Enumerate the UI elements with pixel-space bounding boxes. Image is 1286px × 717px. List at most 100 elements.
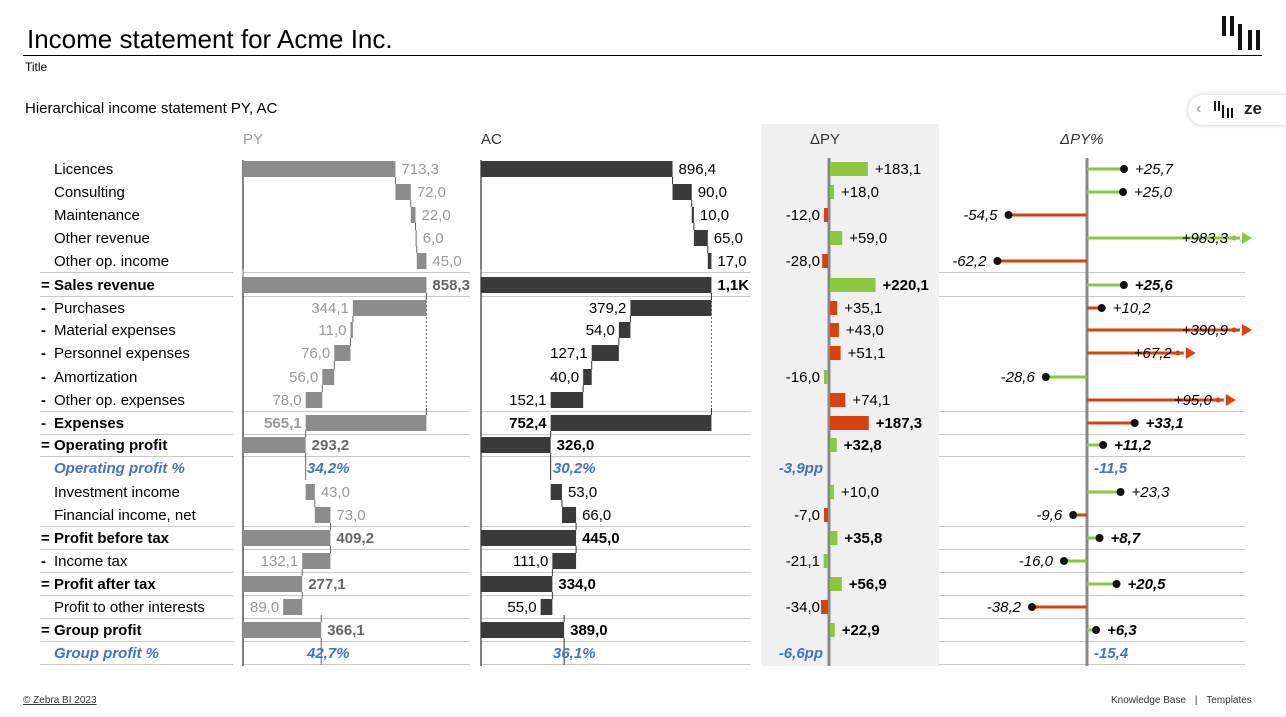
copyright-link[interactable]: © Zebra BI 2023 (23, 695, 97, 706)
delta-pp-label: -3,9pp (779, 460, 823, 477)
delta-pct-pin-head (1099, 441, 1108, 449)
delta-pct-value-label: -9,6 (1036, 507, 1063, 524)
row-prefix: = (41, 530, 50, 547)
ac-bar (550, 392, 584, 408)
delta-bar (830, 531, 838, 545)
overflow-dot (1175, 350, 1181, 356)
py-value-label: 43,0 (321, 484, 350, 501)
delta-pct-value-label: +983,3 (1182, 230, 1229, 247)
column-header-py: PY (243, 131, 263, 148)
row-label: Material expenses (54, 322, 176, 339)
delta-value-label: +74,1 (852, 392, 890, 409)
delta-pct-pin-head (1095, 534, 1104, 542)
row-prefix: - (41, 345, 46, 362)
zebra-mini-logo-icon (1214, 101, 1233, 118)
delta-pct-pin-head (1092, 626, 1101, 634)
delta-pct-value-label: +8,7 (1111, 530, 1141, 547)
row-prefix: - (41, 322, 46, 339)
delta-pp-label: -6,6pp (779, 645, 823, 662)
delta-value-label: +183,1 (875, 161, 921, 178)
py-value-label: 56,0 (289, 369, 318, 386)
ac-bar (550, 415, 712, 431)
delta-bar (830, 485, 834, 499)
delta-value-label: +32,8 (844, 437, 882, 454)
py-bar (305, 415, 427, 431)
delta-value-label: +59,0 (849, 230, 887, 247)
column-header-delta-pct: ΔPY% (1059, 131, 1103, 148)
delta-bar (830, 162, 868, 176)
nav-pill[interactable]: ‹ ze (1188, 95, 1286, 125)
delta-bar (830, 301, 838, 315)
ac-value-label: 379,2 (589, 300, 627, 317)
chevron-left-icon[interactable]: ‹ (1196, 100, 1202, 117)
overflow-dot (1231, 327, 1237, 333)
ac-bar (540, 599, 553, 615)
row-label: Group profit % (54, 645, 159, 662)
delta-value-label: -28,0 (786, 253, 820, 270)
py-value-label: 565,1 (264, 415, 302, 432)
ac-value-label: 66,0 (582, 507, 611, 524)
row-prefix: = (41, 437, 50, 454)
py-value-label: 277,1 (308, 576, 346, 593)
delta-value-label: +18,0 (841, 184, 879, 201)
delta-pct-value-label: -28,6 (1001, 369, 1036, 386)
ac-bar (550, 484, 562, 500)
py-bar (283, 599, 303, 615)
row-prefix: - (41, 415, 46, 432)
delta-pct-label: -15,4 (1094, 645, 1129, 662)
py-bar (350, 322, 353, 338)
py-value-label: 89,0 (250, 599, 279, 616)
knowledge-base-link[interactable]: Knowledge Base (1111, 695, 1187, 706)
row-label: Profit before tax (54, 530, 170, 547)
py-bar (322, 369, 335, 385)
templates-link[interactable]: Templates (1206, 695, 1252, 706)
py-percent-label: 42,7% (306, 645, 350, 662)
delta-bar (830, 623, 835, 637)
row-label: Licences (54, 161, 113, 178)
py-value-label: 72,0 (417, 184, 446, 201)
row-label: Purchases (54, 300, 125, 317)
py-value-label: 73,0 (336, 507, 365, 524)
py-value-label: 713,3 (401, 161, 439, 178)
ac-bar (691, 207, 694, 223)
delta-value-label: -21,1 (786, 553, 820, 570)
delta-value-label: +56,9 (849, 576, 887, 593)
delta-pct-pin-head (993, 257, 1002, 265)
delta-value-label: -7,0 (794, 507, 820, 524)
ac-value-label: 55,0 (507, 599, 536, 616)
delta-value-label: +10,0 (841, 484, 879, 501)
delta-pct-pin-head (1119, 281, 1128, 289)
py-value-label: 45,0 (432, 253, 461, 270)
delta-bar (830, 416, 869, 430)
row-label: Operating profit (54, 437, 167, 454)
ac-value-label: 896,4 (679, 161, 717, 178)
py-value-label: 78,0 (272, 392, 301, 409)
delta-bar (822, 254, 828, 268)
row-label: Sales revenue (54, 277, 155, 294)
delta-bar (820, 600, 828, 614)
delta-pct-pin-head (1041, 373, 1050, 381)
ac-value-label: 111,0 (513, 553, 548, 570)
overflow-arrow-icon (1242, 232, 1252, 244)
delta-pct-value-label: +25,6 (1135, 277, 1174, 294)
delta-pct-pin-head (1097, 304, 1106, 312)
py-bar (305, 392, 323, 408)
delta-bar (824, 508, 828, 522)
row-label: Investment income (54, 484, 180, 501)
delta-value-label: +22,9 (842, 622, 880, 639)
row-prefix: = (41, 277, 50, 294)
column-header-ac: AC (481, 131, 502, 148)
title-divider (23, 55, 1262, 56)
py-value-label: 11,0 (318, 322, 346, 339)
row-label: Income tax (54, 553, 128, 570)
delta-pct-value-label: -54,5 (963, 207, 998, 224)
chart-heading: Hierarchical income statement PY, AC (25, 100, 278, 117)
delta-value-label: +220,1 (883, 277, 929, 294)
ac-bar (481, 530, 577, 546)
ac-percent-label: 36,1% (553, 645, 596, 662)
row-label: Profit to other interests (54, 599, 205, 616)
row-prefix: = (41, 622, 50, 639)
row-prefix: - (41, 369, 46, 386)
py-value-label: 293,2 (312, 437, 350, 454)
py-bar (243, 622, 322, 638)
